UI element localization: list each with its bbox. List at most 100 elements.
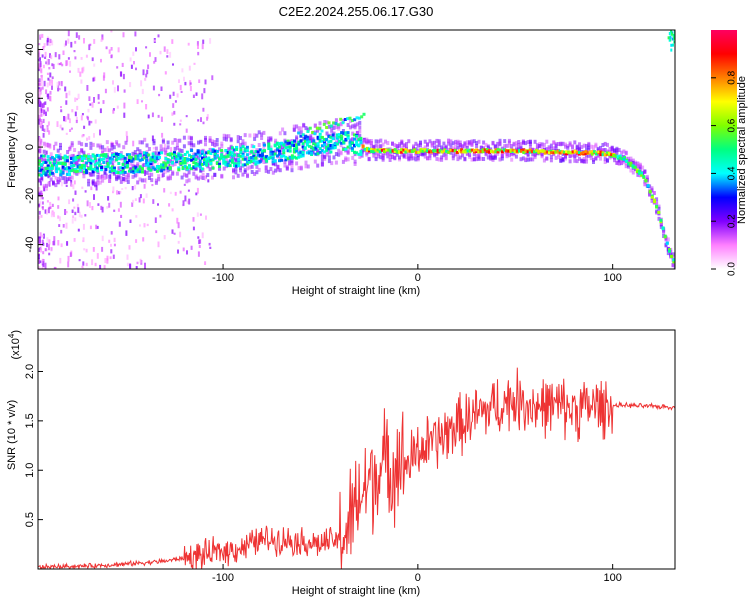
spectrogram-halo-cell xyxy=(391,141,394,146)
spectrogram-halo-cell xyxy=(554,155,558,160)
spectrogram-noise-cell xyxy=(60,229,63,234)
spectrogram-noise-cell xyxy=(132,51,135,56)
spectrogram-halo-cell xyxy=(213,143,217,148)
spectrogram-ridge-cell xyxy=(151,152,155,156)
spectrogram-ridge-cell xyxy=(121,155,125,158)
spectrogram-halo-cell xyxy=(671,263,675,268)
spectrogram-ridge-cell xyxy=(372,150,376,154)
spectrogram-halo-cell xyxy=(405,155,408,160)
spectrogram-ridge-cell xyxy=(475,148,479,152)
spectrogram-halo-cell xyxy=(175,142,179,147)
spectrogram-ridge-cell xyxy=(318,135,322,139)
spectrogram-noise-cell xyxy=(65,184,68,187)
spectrogram-ridge-cell xyxy=(305,135,309,139)
spectrogram-halo-cell xyxy=(309,136,313,141)
spectrogram-noise-cell xyxy=(82,261,85,266)
spectrogram-ridge-cell xyxy=(76,169,80,173)
spectrogram-noise-cell xyxy=(38,203,40,207)
colorbar-tick-label: 0.2 xyxy=(727,214,738,228)
spectrogram-halo-cell xyxy=(220,174,224,179)
spectrogram-halo-cell xyxy=(554,143,558,148)
spectrogram-halo-cell xyxy=(615,151,619,156)
spectrogram-ridge-cell xyxy=(672,260,675,264)
spectrogram-ridge-cell xyxy=(245,149,249,153)
spectrogram-ridge-cell xyxy=(408,149,412,153)
spectrogram-halo-cell xyxy=(582,157,586,161)
spectrogram-noise-cell xyxy=(89,103,92,106)
spectrogram-noise-cell xyxy=(132,199,135,204)
spectrogram-noise-cell xyxy=(93,97,95,103)
spectrogram-ridge-cell xyxy=(280,158,284,162)
spectrogram-noise-cell xyxy=(41,206,44,209)
spectrogram-noise-cell xyxy=(125,230,128,236)
spectrogram-halo-cell xyxy=(40,177,44,182)
spectrogram-ridge-cell xyxy=(355,134,359,138)
spectrogram-halo-cell xyxy=(325,152,329,157)
spectrogram-y-label: Frequency (Hz) xyxy=(6,112,18,188)
spectrogram-noise-cell xyxy=(47,77,50,81)
spectrogram-noise-cell xyxy=(70,180,73,183)
spectrogram-ridge-cell xyxy=(70,169,74,173)
spectrogram-halo-cell xyxy=(182,144,186,149)
spectrogram-noise-cell xyxy=(179,190,182,194)
spectrogram-ridge-cell xyxy=(404,150,408,154)
spectrogram-halo-cell xyxy=(557,152,560,157)
spectrogram-ridge-cell xyxy=(48,170,52,174)
spectrogram-noise-cell xyxy=(204,261,207,265)
spectrogram-ridge-cell xyxy=(335,142,339,146)
spectrogram-noise-cell xyxy=(61,127,64,131)
spectrogram-noise-cell xyxy=(38,238,41,244)
spectrogram-noise-cell xyxy=(106,146,109,153)
spectrogram-noise-cell xyxy=(53,240,56,246)
spectrogram-ridge-cell xyxy=(425,149,429,153)
spectrogram-noise-cell xyxy=(177,240,180,244)
spectrogram-ridge-cell xyxy=(160,151,164,155)
spectrogram-halo-cell xyxy=(472,139,476,144)
spectrogram-halo-cell xyxy=(367,139,371,144)
spectrogram-ridge-cell xyxy=(250,159,254,163)
spectrogram-noise-cell xyxy=(163,235,166,240)
spectrogram-halo-cell xyxy=(49,177,53,182)
spectrogram-halo-cell xyxy=(666,251,670,256)
spectrogram-halo-cell xyxy=(320,159,324,164)
spectrogram-noise-cell xyxy=(171,112,174,116)
spectrogram-ridge-cell xyxy=(40,162,44,166)
spectrogram-ridge-cell xyxy=(93,154,97,158)
snr-y-tick-label: 0.5 xyxy=(24,512,36,527)
spectrogram-ridge-cell xyxy=(102,157,106,161)
spectrogram-noise-cell xyxy=(106,255,109,261)
spectrogram-halo-cell xyxy=(213,172,217,177)
spectrogram-branch-cell xyxy=(346,117,350,121)
spectrogram-halo-cell xyxy=(629,156,633,161)
spectrogram-halo-cell xyxy=(213,140,217,145)
spectrogram-noise-cell xyxy=(90,186,93,191)
spectrogram-halo-cell xyxy=(220,150,224,154)
spectrogram-ridge-cell xyxy=(164,162,168,166)
spectrogram-halo-cell xyxy=(571,144,574,149)
spectrogram-ridge-cell xyxy=(560,150,564,154)
spectrogram-halo-cell xyxy=(220,141,224,146)
spectrogram-halo-cell xyxy=(437,157,441,162)
spectrogram-halo-cell xyxy=(500,146,504,151)
spectrogram-ridge-cell xyxy=(166,160,170,164)
spectrogram-ridge-cell xyxy=(61,156,65,160)
spectrogram-halo-cell xyxy=(297,153,301,158)
spectrogram-halo-cell xyxy=(337,148,341,153)
spectrogram-ridge-cell xyxy=(584,150,588,154)
spectrogram-ridge-cell xyxy=(368,147,371,151)
spectrogram-noise-cell xyxy=(65,60,68,67)
spectrogram-ridge-cell xyxy=(117,153,121,156)
spectrogram-halo-cell xyxy=(208,136,212,141)
spectrogram-ridge-cell xyxy=(558,151,562,155)
spectrogram-noise-cell xyxy=(48,130,51,135)
snr-y-ticks: 0.51.01.52.0 xyxy=(24,364,43,527)
spectrogram-ridge-cell xyxy=(672,258,675,262)
spectrogram-noise-cell xyxy=(38,136,41,141)
spectrogram-halo-cell xyxy=(281,145,285,150)
spectrogram-ridge-cell xyxy=(143,151,146,155)
spectrogram-halo-cell xyxy=(197,155,200,160)
spectrogram-noise-cell xyxy=(211,75,214,81)
spectrogram-noise-cell xyxy=(82,134,85,137)
spectrogram-halo-cell xyxy=(596,153,600,158)
spectrogram-noise-cell xyxy=(101,206,104,213)
